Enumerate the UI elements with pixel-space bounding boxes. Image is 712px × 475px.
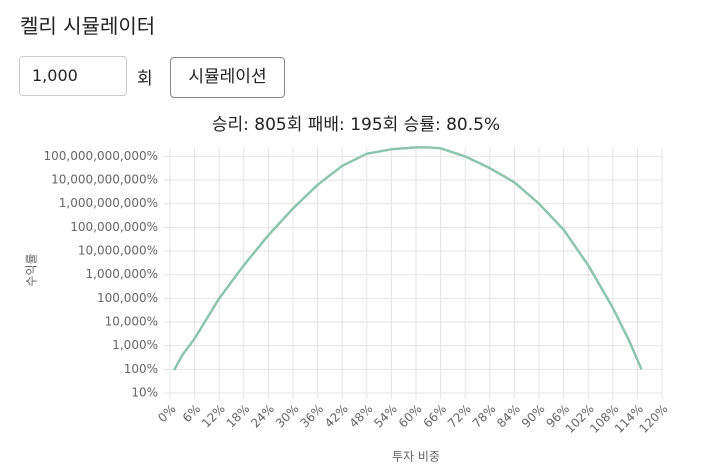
y-tick-label: 10,000% bbox=[105, 315, 158, 329]
y-axis-title: 수익률 bbox=[25, 253, 39, 286]
y-tick-label: 100,000,000% bbox=[70, 220, 158, 234]
trials-input[interactable]: 1,000 bbox=[19, 56, 127, 96]
result-text: 승리: 805회 패배: 195회 승률: 80.5% bbox=[211, 115, 501, 135]
y-tick-label: 1,000,000,000% bbox=[59, 196, 158, 210]
x-tick-label: 66% bbox=[420, 402, 449, 431]
y-tick-label: 1,000% bbox=[112, 338, 158, 352]
y-tick-label: 10,000,000% bbox=[78, 244, 158, 258]
y-tick-label: 100,000,000,000% bbox=[44, 149, 158, 163]
line bbox=[173, 146, 643, 371]
x-tick-label: 90% bbox=[519, 402, 548, 431]
x-tick-label: 78% bbox=[470, 402, 499, 431]
x-tick-label: 0% bbox=[155, 402, 178, 425]
x-tick-label: 84% bbox=[494, 402, 523, 431]
x-tick-label: 120% bbox=[636, 402, 670, 436]
y-tick-label: 10,000,000,000% bbox=[51, 173, 158, 187]
y-tick-label: 1,000,000% bbox=[86, 267, 158, 281]
x-tick-label: 24% bbox=[248, 402, 277, 431]
x-tick-label: 60% bbox=[396, 402, 425, 431]
y-tick-label: 100% bbox=[124, 362, 158, 376]
x-axis-title: 투자 비중 bbox=[392, 450, 440, 464]
x-tick-label: 42% bbox=[322, 402, 351, 431]
x-tick-label: 72% bbox=[445, 402, 474, 431]
x-tick-label: 54% bbox=[371, 402, 400, 431]
trials-unit: 회 bbox=[137, 69, 153, 89]
x-tick-label: 30% bbox=[273, 402, 302, 431]
x-tick-label: 48% bbox=[347, 402, 376, 431]
page-title: 켈리 시뮬레이터 bbox=[20, 14, 156, 38]
x-tick-label: 18% bbox=[224, 402, 253, 431]
x-tick-label: 12% bbox=[199, 402, 228, 431]
y-tick-label: 10% bbox=[131, 386, 158, 400]
y-tick-label: 100,000% bbox=[97, 291, 158, 305]
x-tick-label: 36% bbox=[297, 402, 326, 431]
simulate-button[interactable]: 시뮬레이션 bbox=[170, 57, 285, 98]
